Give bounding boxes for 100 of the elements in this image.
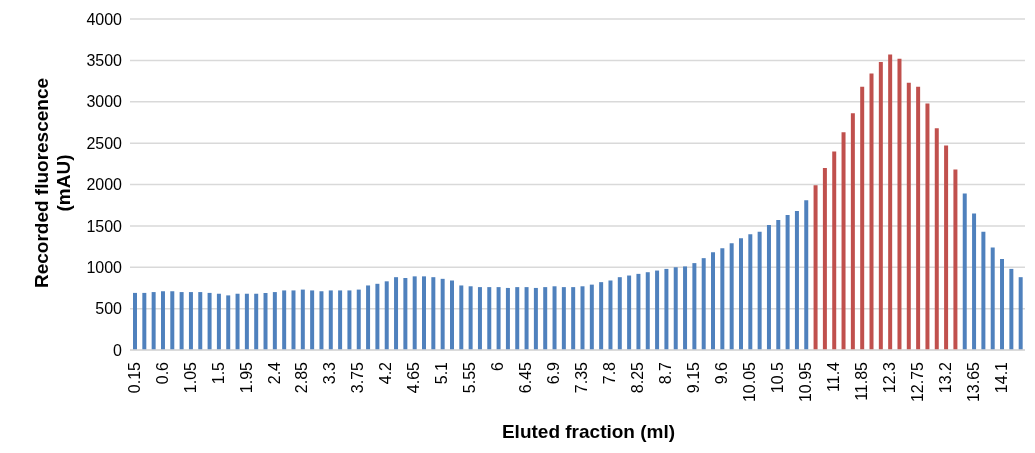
bar — [850, 113, 855, 350]
bar — [160, 291, 165, 350]
bar — [645, 272, 650, 350]
bar — [487, 287, 492, 350]
bar — [841, 132, 846, 350]
bar — [226, 295, 231, 350]
bar — [440, 278, 445, 350]
bar — [720, 248, 725, 350]
bar — [953, 169, 958, 350]
x-tick-label: 11.4 — [824, 361, 842, 392]
bar — [962, 193, 967, 350]
bar — [794, 210, 799, 350]
bar — [561, 287, 566, 350]
x-tick-label: 9.6 — [713, 361, 731, 385]
x-tick-label: 5.55 — [461, 361, 479, 394]
x-tick-label: 1.5 — [209, 361, 227, 385]
bar — [477, 287, 482, 350]
bar — [1018, 277, 1023, 350]
y-tick-label: 1000 — [86, 258, 123, 276]
x-tick-label: 6.45 — [517, 361, 535, 394]
x-tick-label: 10.95 — [796, 361, 814, 403]
bar — [282, 290, 287, 350]
x-tick-label: 4.2 — [377, 361, 395, 385]
bar — [729, 243, 734, 350]
bar — [403, 278, 408, 350]
bar — [338, 290, 343, 350]
bar — [757, 231, 762, 350]
bar — [310, 290, 315, 350]
bar — [972, 213, 977, 350]
y-tick-label: 3000 — [86, 93, 123, 111]
bar — [272, 292, 277, 350]
x-tick-label: 9.15 — [685, 361, 703, 394]
bar — [571, 287, 576, 350]
x-tick-label: 8.7 — [657, 361, 675, 385]
bar — [683, 266, 688, 350]
x-tick-label: 3.75 — [349, 361, 367, 394]
bar — [207, 292, 212, 350]
x-tick-label: 0.15 — [125, 361, 143, 394]
bar — [692, 263, 697, 350]
bar — [244, 293, 249, 350]
bar — [291, 290, 296, 350]
bar — [151, 292, 156, 350]
x-tick-label: 10.05 — [740, 361, 758, 403]
bar — [254, 293, 259, 350]
x-tick-label: 12.3 — [880, 361, 898, 394]
bar — [1009, 268, 1014, 350]
bar — [515, 287, 520, 350]
bar — [906, 82, 911, 350]
bar — [543, 287, 548, 350]
bar — [394, 277, 399, 350]
bar — [505, 287, 510, 350]
y-tick-label: 2500 — [86, 134, 123, 152]
bar — [878, 62, 883, 350]
bar — [925, 103, 930, 350]
bar — [832, 151, 837, 350]
bar — [133, 292, 137, 350]
bar — [766, 225, 771, 350]
bar — [785, 215, 790, 350]
x-tick-label: 0.6 — [153, 361, 171, 385]
bar — [170, 291, 175, 350]
x-tick-label: 10.5 — [768, 361, 786, 394]
bar — [552, 286, 557, 350]
bar — [608, 280, 613, 350]
bar — [589, 284, 594, 350]
bar — [888, 54, 893, 350]
bar — [347, 290, 352, 350]
y-tick-label: 4000 — [86, 10, 123, 28]
bar — [366, 285, 371, 350]
bar — [701, 258, 706, 350]
bar — [804, 200, 809, 350]
bar — [944, 145, 949, 350]
y-tick-label: 0 — [113, 341, 123, 359]
bar — [776, 220, 781, 350]
x-tick-label: 12.75 — [908, 361, 926, 403]
bar — [384, 281, 389, 350]
bar — [375, 283, 380, 350]
x-tick-label: 7.35 — [573, 361, 591, 394]
x-tick-label: 13.2 — [936, 361, 954, 394]
bar — [934, 128, 939, 350]
x-tick-label: 5.1 — [433, 361, 451, 385]
x-axis-title: Eluted fraction (ml) — [500, 421, 677, 443]
bar — [990, 247, 995, 350]
bar — [319, 291, 324, 350]
x-tick-label: 4.65 — [405, 361, 423, 394]
bar — [328, 290, 333, 350]
bar — [738, 238, 743, 350]
bar — [524, 287, 529, 350]
bar — [981, 231, 986, 350]
bar — [422, 276, 427, 350]
bar — [916, 86, 921, 350]
bar — [263, 292, 268, 350]
x-tick-label: 2.85 — [293, 361, 311, 394]
bar — [897, 58, 902, 350]
bar — [617, 277, 622, 350]
bar — [188, 292, 193, 350]
x-tick-label: 2.4 — [265, 361, 283, 385]
x-tick-label: 6.9 — [545, 361, 563, 385]
bar — [813, 185, 818, 350]
bar — [179, 292, 184, 350]
bar — [496, 287, 501, 350]
